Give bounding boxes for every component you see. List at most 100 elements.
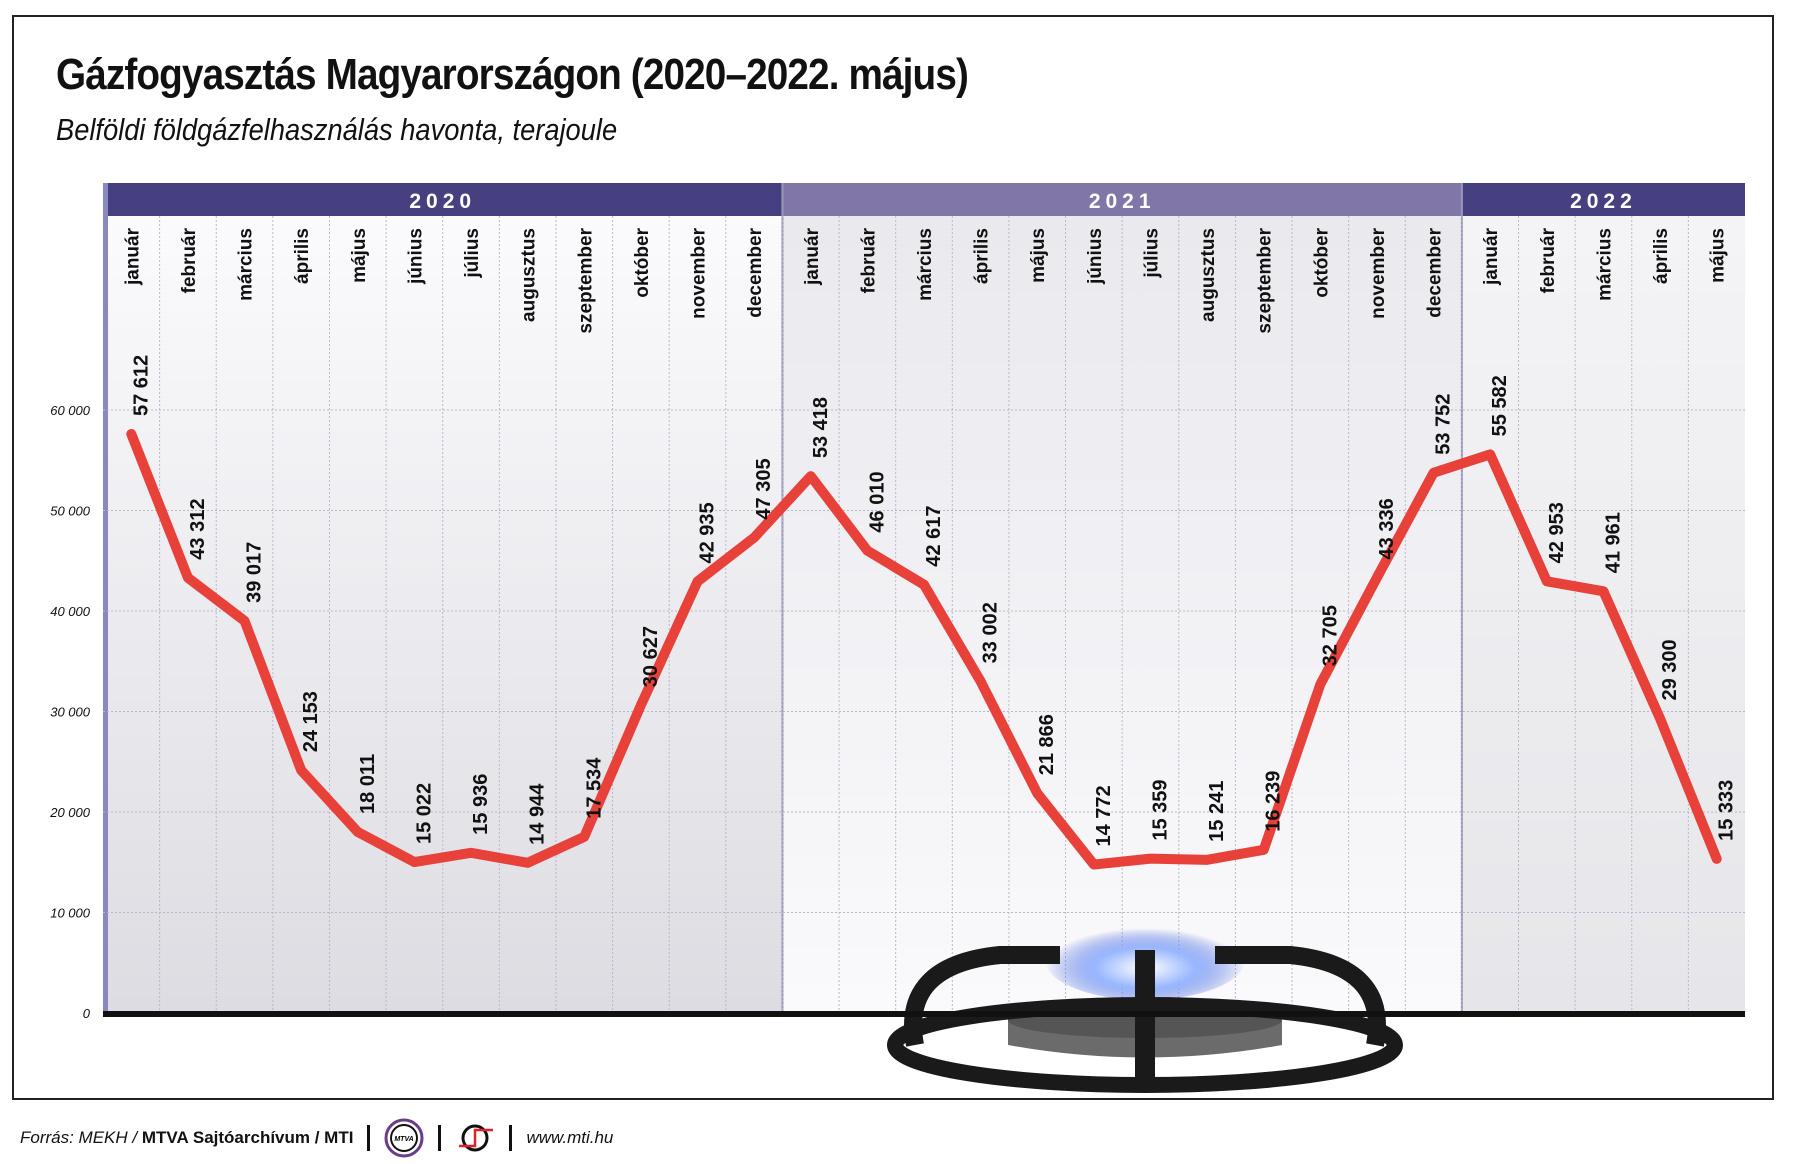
data-label: 14 944 xyxy=(527,783,549,845)
data-label: 15 022 xyxy=(413,783,435,844)
data-label: 15 936 xyxy=(470,774,492,835)
data-label: 33 002 xyxy=(980,602,1002,663)
month-label: április xyxy=(1651,228,1672,284)
data-label: 42 935 xyxy=(697,502,719,563)
chart-subtitle: Belföldi földgázfelhasználás havonta, te… xyxy=(56,112,618,147)
month-label: szeptember xyxy=(1255,227,1276,333)
divider xyxy=(367,1125,371,1151)
month-label: április xyxy=(972,228,993,284)
data-point xyxy=(1316,680,1325,689)
data-point xyxy=(750,533,759,542)
data-point xyxy=(183,573,192,582)
grate-arms xyxy=(904,946,1386,1047)
data-label: 15 333 xyxy=(1716,780,1738,841)
data-label: 16 239 xyxy=(1263,771,1285,832)
data-point xyxy=(920,580,928,589)
month-label: március xyxy=(1594,228,1615,301)
month-label: szeptember xyxy=(575,227,596,333)
month-label: július xyxy=(462,228,483,279)
data-point xyxy=(523,858,532,867)
data-label: 43 336 xyxy=(1376,498,1398,559)
data-label: 39 017 xyxy=(244,542,266,603)
month-label: május xyxy=(1028,228,1049,283)
month-label: december xyxy=(1425,227,1446,317)
data-point xyxy=(297,766,306,775)
data-point xyxy=(1486,450,1495,459)
data-label: 55 582 xyxy=(1489,375,1511,436)
x-axis-baseline xyxy=(103,1011,1745,1017)
divider xyxy=(438,1125,442,1151)
month-label: január xyxy=(802,227,823,286)
data-point xyxy=(1599,587,1608,596)
mtva-logo: MTVA xyxy=(384,1118,424,1158)
month-label: november xyxy=(1368,227,1389,318)
month-label: február xyxy=(858,227,879,293)
month-label: február xyxy=(179,227,200,293)
y-tick-label: 50 000 xyxy=(50,504,91,519)
month-label: augusztus xyxy=(519,228,540,322)
website-url[interactable]: www.mti.hu xyxy=(526,1128,614,1147)
month-label: május xyxy=(349,228,370,283)
y-tick-label: 10 000 xyxy=(50,906,91,921)
month-label: január xyxy=(122,227,143,286)
data-point xyxy=(1089,860,1098,869)
month-label: november xyxy=(689,227,710,318)
data-point xyxy=(636,701,645,710)
data-point xyxy=(410,858,419,867)
y-tick-label: 40 000 xyxy=(50,604,91,619)
footer: Forrás: MEKH / MTVA Sajtóarchívum / MTI … xyxy=(20,1118,613,1158)
month-label: május xyxy=(1708,228,1729,283)
data-point xyxy=(353,827,362,836)
mti-logo xyxy=(459,1124,494,1152)
y-tick-label: 20 000 xyxy=(49,805,91,820)
month-label: augusztus xyxy=(1198,228,1219,322)
data-label: 24 153 xyxy=(300,691,322,752)
data-label: 47 305 xyxy=(753,458,775,519)
data-point xyxy=(240,616,249,625)
data-label: 57 612 xyxy=(130,355,152,416)
data-label: 43 312 xyxy=(187,499,209,560)
svg-text:MTVA: MTVA xyxy=(395,1136,414,1143)
year-background xyxy=(1461,216,1745,1013)
month-label: június xyxy=(1085,228,1106,285)
data-label: 17 534 xyxy=(583,757,605,819)
data-label: 15 241 xyxy=(1206,781,1228,842)
data-point xyxy=(1542,577,1551,586)
data-point xyxy=(127,429,136,438)
month-label: március xyxy=(236,228,257,301)
data-label: 30 627 xyxy=(640,626,662,687)
data-point xyxy=(1033,789,1042,798)
data-point xyxy=(976,677,985,686)
year-header xyxy=(782,183,1462,216)
chart-frame xyxy=(12,15,1774,1100)
month-label: december xyxy=(745,227,766,317)
month-label: július xyxy=(1141,228,1162,279)
year-label: 2021 xyxy=(1089,190,1156,213)
year-label: 2022 xyxy=(1570,190,1637,213)
month-label: október xyxy=(632,227,653,297)
chart-title: Gázfogyasztás Magyarországon (2020–2022.… xyxy=(56,50,969,99)
data-point xyxy=(693,577,702,586)
data-point xyxy=(1429,468,1438,477)
data-label: 46 010 xyxy=(866,471,888,532)
data-point xyxy=(1259,845,1268,854)
divider xyxy=(509,1125,513,1151)
data-point xyxy=(1203,855,1212,864)
month-label: október xyxy=(1311,227,1332,297)
data-label: 29 300 xyxy=(1659,639,1681,700)
data-point xyxy=(806,472,815,481)
month-label: február xyxy=(1538,227,1559,293)
data-point xyxy=(1146,854,1155,863)
data-label: 42 953 xyxy=(1546,502,1568,563)
year-label: 2020 xyxy=(409,190,476,213)
month-label: április xyxy=(292,228,313,284)
data-label: 15 359 xyxy=(1149,779,1171,840)
left-edge xyxy=(103,183,108,1013)
data-label: 18 011 xyxy=(357,754,379,814)
data-point xyxy=(467,848,476,857)
data-point xyxy=(1712,854,1721,863)
data-label: 53 752 xyxy=(1433,394,1455,455)
month-label: június xyxy=(405,228,426,285)
month-label: március xyxy=(915,228,936,301)
data-label: 53 418 xyxy=(810,397,832,458)
